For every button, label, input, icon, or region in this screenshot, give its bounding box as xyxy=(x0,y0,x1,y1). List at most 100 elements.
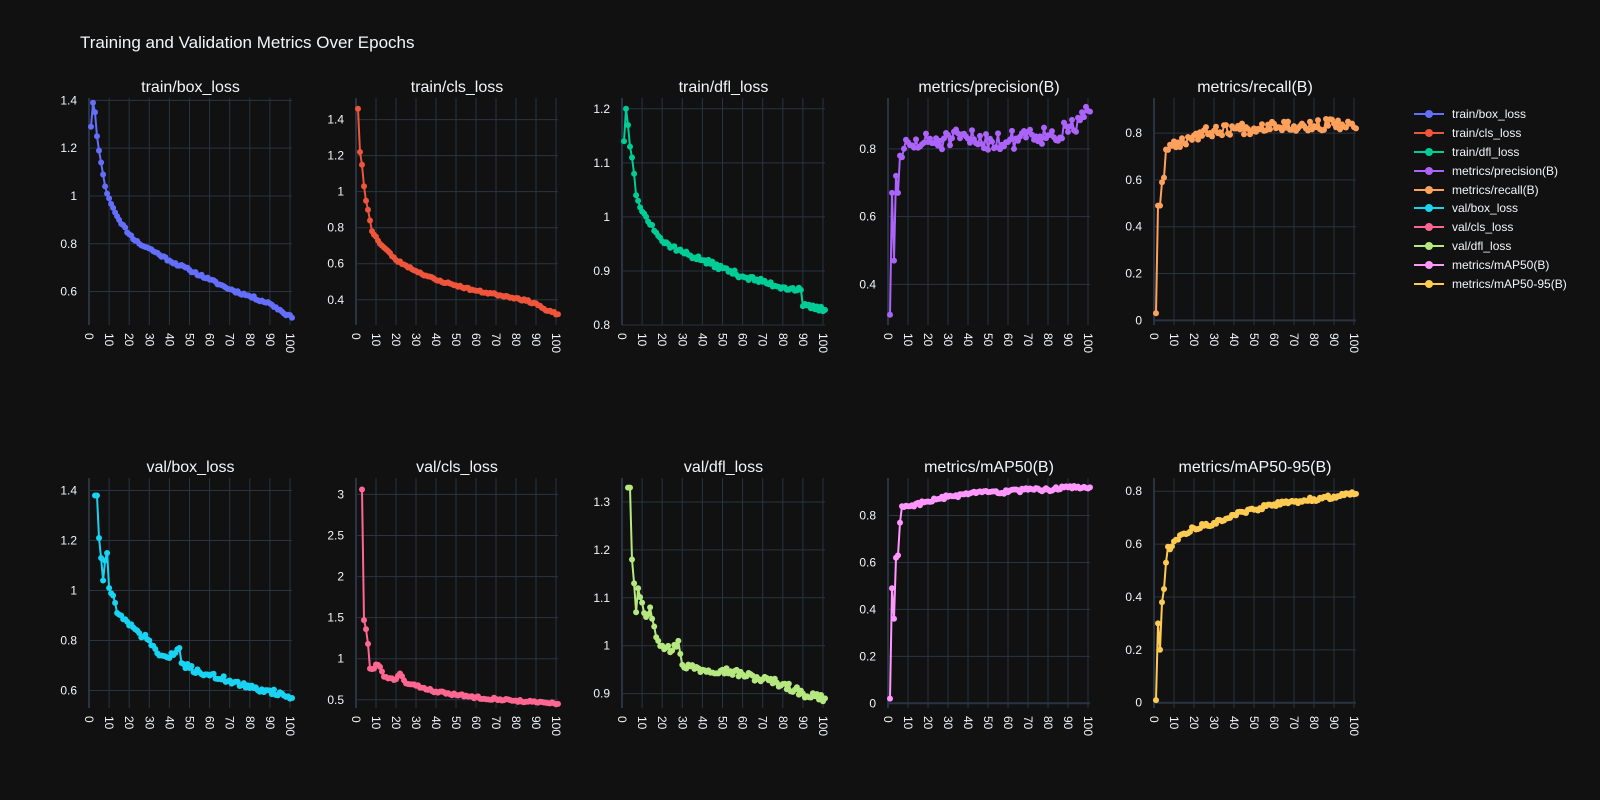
y-tick-label: 1 xyxy=(603,210,610,224)
legend-item[interactable]: train/box_loss xyxy=(1412,105,1567,124)
data-point xyxy=(983,131,989,138)
x-tick-label: 100 xyxy=(1347,333,1361,353)
data-point xyxy=(1177,144,1183,150)
data-point xyxy=(1203,124,1209,131)
subplot-title: train/dfl_loss xyxy=(679,79,769,96)
data-point xyxy=(359,486,365,493)
data-point xyxy=(106,585,113,591)
data-point xyxy=(935,142,941,149)
legend-item[interactable]: metrics/recall(B) xyxy=(1412,180,1567,199)
data-point xyxy=(822,306,828,313)
data-point xyxy=(357,149,363,155)
data-point xyxy=(367,217,373,224)
legend-label: train/box_loss xyxy=(1452,107,1527,122)
data-point xyxy=(1241,131,1247,138)
data-point xyxy=(673,643,680,650)
legend-item[interactable]: metrics/precision(B) xyxy=(1412,161,1567,180)
y-tick-label: 0.4 xyxy=(1125,590,1142,604)
x-tick-label: 40 xyxy=(1227,333,1241,347)
legend-item[interactable]: val/dfl_loss xyxy=(1412,237,1567,256)
series-line xyxy=(90,101,293,319)
subplot-title: val/dfl_loss xyxy=(684,459,763,476)
legend-item[interactable]: val/cls_loss xyxy=(1412,218,1567,237)
legend: train/box_loss train/cls_loss train/dfl_lo… xyxy=(1412,105,1567,293)
x-tick-label: 80 xyxy=(1307,716,1321,730)
data-point xyxy=(669,647,676,654)
data-point xyxy=(365,640,371,647)
data-point xyxy=(897,519,903,526)
x-tick-label: 20 xyxy=(122,716,136,730)
legend-item[interactable]: metrics/mAP50(B) xyxy=(1412,255,1567,274)
data-point xyxy=(1009,127,1015,134)
data-point xyxy=(793,684,800,691)
data-point xyxy=(1259,121,1265,128)
data-point xyxy=(1059,135,1065,142)
data-point xyxy=(377,663,383,670)
legend-item[interactable]: train/cls_loss xyxy=(1412,124,1567,143)
data-point xyxy=(1067,123,1073,130)
data-point xyxy=(649,615,656,622)
data-point xyxy=(891,257,897,264)
subplot-title: train/cls_loss xyxy=(411,79,503,96)
legend-marker-icon xyxy=(1412,128,1446,138)
x-tick-label: 60 xyxy=(736,716,750,730)
data-point xyxy=(1189,136,1195,143)
x-tick-label: 80 xyxy=(509,333,523,347)
x-tick-label: 80 xyxy=(509,716,523,730)
data-point xyxy=(104,190,111,197)
legend-marker-icon xyxy=(1412,241,1446,251)
legend-label: metrics/precision(B) xyxy=(1452,163,1559,178)
legend-label: val/box_loss xyxy=(1452,201,1519,216)
data-point xyxy=(989,138,995,145)
data-point xyxy=(639,599,646,606)
x-tick-label: 60 xyxy=(1001,333,1015,347)
legend-item[interactable]: metrics/mAP50-95(B) xyxy=(1412,274,1567,293)
data-point xyxy=(1219,132,1225,139)
y-tick-label: 1.2 xyxy=(60,141,77,155)
x-tick-label: 90 xyxy=(263,716,277,730)
data-point xyxy=(1239,120,1245,127)
data-point xyxy=(94,492,100,499)
data-point xyxy=(210,670,217,677)
data-point xyxy=(1267,126,1273,133)
data-point xyxy=(363,197,369,204)
legend-item[interactable]: train/dfl_loss xyxy=(1412,143,1567,162)
data-point xyxy=(887,695,893,702)
y-tick-label: 1.4 xyxy=(60,484,77,498)
data-point xyxy=(1237,126,1243,133)
data-point xyxy=(967,139,973,146)
data-point xyxy=(1079,109,1085,116)
y-tick-label: 0.9 xyxy=(593,687,610,701)
y-tick-label: 0.6 xyxy=(60,285,77,299)
data-point xyxy=(270,686,277,693)
data-point xyxy=(893,172,899,179)
legend-item[interactable]: val/box_loss xyxy=(1412,199,1567,218)
data-point xyxy=(1353,125,1359,132)
y-tick-label: 0.6 xyxy=(60,684,77,698)
data-point xyxy=(625,122,631,128)
x-tick-label: 0 xyxy=(1147,716,1161,723)
x-tick-label: 70 xyxy=(223,716,237,730)
data-point xyxy=(110,204,117,211)
data-point xyxy=(1161,586,1167,592)
data-point xyxy=(633,192,640,199)
y-tick-label: 1.4 xyxy=(327,113,344,127)
data-point xyxy=(923,130,929,137)
subplot-title: metrics/recall(B) xyxy=(1197,79,1313,96)
x-tick-label: 30 xyxy=(142,716,156,730)
x-tick-label: 20 xyxy=(655,333,669,347)
x-tick-label: 70 xyxy=(1021,716,1035,730)
data-point xyxy=(110,592,117,599)
figure-title: Training and Validation Metrics Over Epo… xyxy=(80,33,415,52)
x-tick-label: 50 xyxy=(182,716,196,730)
series-line xyxy=(1155,118,1357,314)
x-tick-label: 10 xyxy=(635,333,649,347)
x-tick-label: 20 xyxy=(1187,716,1201,730)
x-tick-label: 60 xyxy=(203,333,217,347)
x-tick-label: 100 xyxy=(816,716,830,736)
data-point xyxy=(1163,559,1169,566)
data-point xyxy=(947,142,953,149)
data-point xyxy=(1157,202,1163,209)
x-tick-label: 100 xyxy=(1081,716,1095,736)
data-point xyxy=(675,637,682,644)
